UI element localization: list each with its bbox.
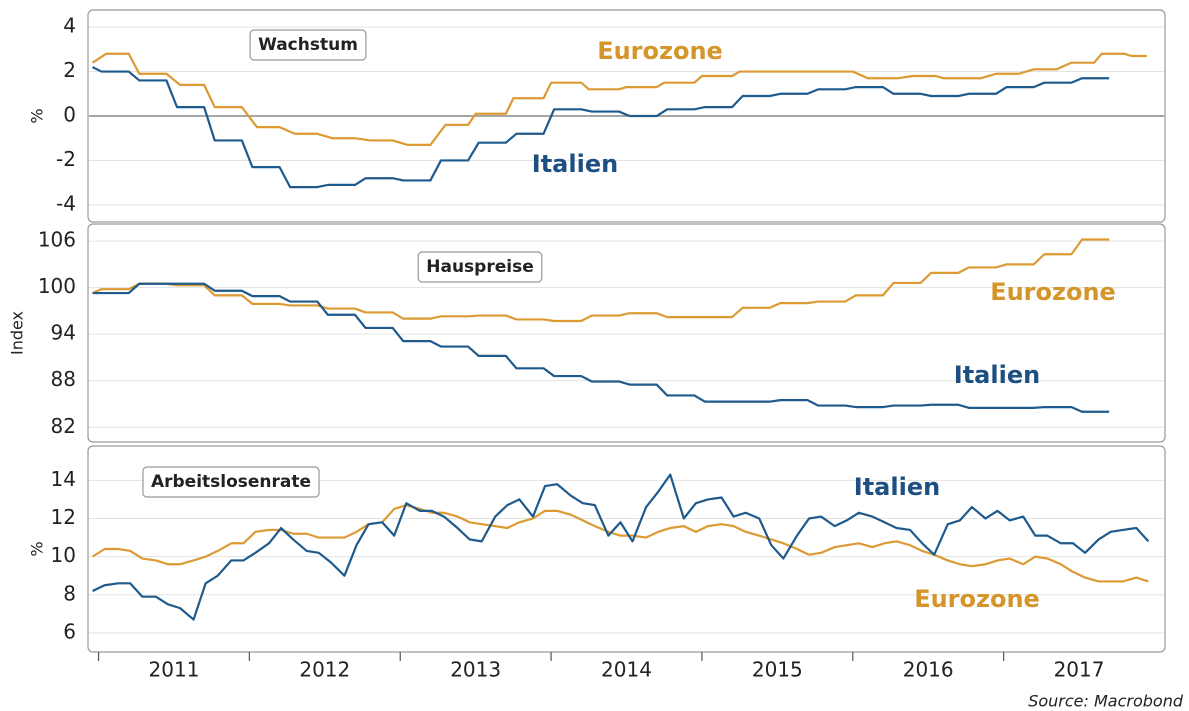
y-tick-label: 94 <box>51 321 76 345</box>
series-label: Italien <box>532 150 618 178</box>
series-line <box>92 238 1110 323</box>
y-tick-label: 88 <box>51 367 76 391</box>
panel-title: Arbeitslosenrate <box>151 472 311 492</box>
x-tick-label: 2015 <box>752 658 803 682</box>
series-label: Eurozone <box>914 585 1040 613</box>
y-tick-label: 82 <box>51 414 76 438</box>
y-tick-label: 4 <box>63 14 76 38</box>
x-tick-label: 2011 <box>149 658 200 682</box>
x-tick-label: 2013 <box>450 658 501 682</box>
series-line <box>91 504 1149 583</box>
series-label: Italien <box>954 361 1040 389</box>
series-label: Italien <box>854 473 940 501</box>
y-tick-label: 0 <box>63 103 76 127</box>
y-tick-label: 10 <box>51 543 76 567</box>
panel-title-box <box>249 29 367 61</box>
y-tick-label: -4 <box>56 191 76 215</box>
y-tick-label: 14 <box>51 467 76 491</box>
x-tick-label: 2012 <box>299 658 350 682</box>
panel-title: Hauspreise <box>426 257 533 277</box>
series-line <box>92 473 1150 621</box>
source-note: Source: Macrobond <box>1028 692 1184 711</box>
series-line <box>92 282 1110 413</box>
x-tick-label: 2014 <box>601 658 652 682</box>
series-line <box>92 66 1110 189</box>
panel-title: Wachstum <box>258 35 358 55</box>
y-tick-label: 8 <box>63 581 76 605</box>
y-tick-label: -2 <box>56 147 76 171</box>
x-tick-label: 2017 <box>1054 658 1105 682</box>
series-label: Eurozone <box>990 278 1116 306</box>
y-tick-label: 106 <box>38 228 76 252</box>
y-tick-label: 12 <box>51 505 76 529</box>
panel-title-box <box>417 251 543 283</box>
y-tick-label: 6 <box>63 619 76 643</box>
panel-title-box <box>142 466 320 498</box>
y-axis-label: % <box>28 541 47 556</box>
x-tick-label: 2016 <box>903 658 954 682</box>
y-tick-label: 100 <box>38 274 76 298</box>
y-axis-label: Index <box>8 311 27 355</box>
series-label: Eurozone <box>597 37 723 65</box>
series-line <box>91 52 1147 146</box>
y-axis-label: % <box>28 108 47 123</box>
panel-frame <box>87 445 1166 653</box>
panel-frame <box>87 223 1166 443</box>
y-tick-label: 2 <box>63 58 76 82</box>
